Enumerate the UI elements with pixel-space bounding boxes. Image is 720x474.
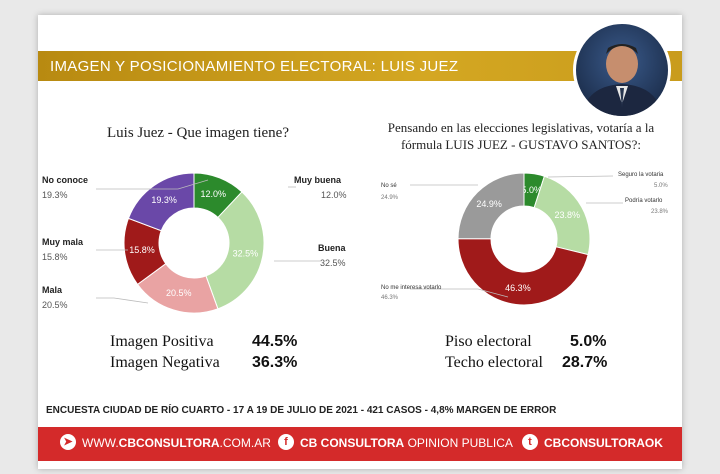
leader-line bbox=[547, 175, 614, 178]
label-buena: Buena bbox=[318, 243, 346, 253]
slice-no-conoce bbox=[127, 172, 195, 232]
slice-no-s- bbox=[457, 172, 525, 240]
candidate-portrait-illustration bbox=[582, 44, 662, 116]
floor-number: 5.0% bbox=[570, 333, 607, 350]
slice-label-mala: 20.5% bbox=[166, 288, 192, 298]
infographic-card: IMAGEN Y POSICIONAMIENTO ELECTORAL: LUIS… bbox=[38, 15, 682, 469]
twitter-link[interactable]: CBCONSULTORAOK bbox=[544, 436, 663, 450]
web-suffix: .COM.AR bbox=[219, 436, 271, 450]
value-no-interesa: 46.3% bbox=[381, 295, 399, 301]
slice-label-no-s-: 24.9% bbox=[476, 199, 502, 209]
slice-label-podr-a-votarlo: 23.8% bbox=[554, 210, 580, 220]
slice-no-me-interesa-votarlo bbox=[457, 238, 589, 306]
positive-image-label: Imagen Positiva bbox=[110, 333, 214, 350]
slice-label-muy-buena: 12.0% bbox=[201, 189, 227, 199]
left-donut-chart: 12.0% 32.5% 20.5% 15.8% 19.3% bbox=[96, 172, 320, 314]
slice-label-muy-mala: 15.8% bbox=[129, 245, 155, 255]
survey-footnote: ENCUESTA CIUDAD DE RÍO CUARTO - 17 A 19 … bbox=[46, 405, 556, 416]
slice-label-no-me-interesa-votarlo: 46.3% bbox=[505, 283, 531, 293]
right-donut-chart: 5.0% 23.8% 46.3% 24.9% bbox=[410, 172, 623, 306]
positive-image-number: 44.5% bbox=[252, 333, 298, 350]
value-podria: 23.8% bbox=[651, 209, 669, 215]
slice-label-buena: 32.5% bbox=[233, 249, 259, 259]
slice-label-seguro-la-votar-a: 5.0% bbox=[521, 185, 542, 195]
value-no-se: 24.9% bbox=[381, 195, 399, 201]
leader-line bbox=[410, 288, 509, 298]
value-muy-buena: 12.0% bbox=[321, 190, 347, 200]
fb-bold: CB CONSULTORA bbox=[300, 436, 405, 450]
ceiling-value: 28.7% bbox=[562, 354, 607, 372]
label-no-conoce: No conoce bbox=[42, 175, 89, 185]
fb-thin: OPINION PUBLICA bbox=[404, 436, 513, 450]
value-muy-mala: 15.8% bbox=[42, 252, 68, 262]
value-buena: 32.5% bbox=[320, 258, 346, 268]
slice-buena bbox=[205, 191, 265, 310]
left-chart-title: Luis Juez - Que imagen tiene? bbox=[106, 125, 289, 141]
value-seguro: 5.0% bbox=[654, 183, 668, 189]
negative-image-number: 36.3% bbox=[252, 354, 298, 371]
label-seguro: Seguro la votaria bbox=[618, 172, 664, 178]
web-bold: CBCONSULTORA bbox=[118, 436, 220, 450]
banner-title: IMAGEN Y POSICIONAMIENTO ELECTORAL: LUIS… bbox=[50, 58, 459, 75]
ceiling-label: Techo electoral bbox=[445, 354, 543, 371]
twitter-icon: t bbox=[522, 434, 538, 450]
footer-bar: ➤ WWW.CBCONSULTORA.COM.AR f CB CONSULTOR… bbox=[38, 427, 682, 461]
value-no-conoce: 19.3% bbox=[42, 190, 68, 200]
web-prefix: WWW. bbox=[82, 436, 119, 450]
footnote-text-1: ENCUESTA CIUDAD DE RÍO CUARTO - 17 A 19 … bbox=[46, 405, 367, 416]
floor-value: 5.0% bbox=[570, 333, 606, 351]
label-mala: Mala bbox=[42, 285, 63, 295]
label-no-se: No sé bbox=[381, 183, 397, 189]
right-chart-title: Pensando en las elecciones legislativas,… bbox=[387, 120, 655, 152]
negative-image-value: 36.3% bbox=[252, 354, 297, 372]
label-muy-buena: Muy buena bbox=[294, 175, 342, 185]
candidate-photo bbox=[573, 21, 671, 119]
slice-label-no-conoce: 19.3% bbox=[151, 195, 177, 205]
facebook-icon: f bbox=[278, 434, 294, 450]
leader-line bbox=[96, 179, 209, 190]
negative-image-label: Imagen Negativa bbox=[110, 354, 220, 371]
footnote-cases: 421 CASOS bbox=[366, 405, 422, 416]
label-no-interesa: No me interesa votarlo bbox=[381, 285, 442, 291]
pointer-click-icon: ➤ bbox=[60, 434, 76, 450]
value-mala: 20.5% bbox=[42, 300, 68, 310]
positive-image-value: 44.5% bbox=[252, 333, 297, 351]
ceiling-number: 28.7% bbox=[562, 354, 608, 371]
facebook-link[interactable]: CB CONSULTORA OPINION PUBLICA bbox=[300, 436, 513, 450]
label-muy-mala: Muy mala bbox=[42, 237, 84, 247]
floor-label: Piso electoral bbox=[445, 333, 532, 350]
website-link[interactable]: WWW.CBCONSULTORA.COM.AR bbox=[82, 436, 271, 450]
leader-line bbox=[96, 297, 149, 304]
footnote-text-2: - 4,8% MARGEN DE ERROR bbox=[421, 405, 557, 416]
label-podria: Podría votarlo bbox=[625, 198, 663, 204]
